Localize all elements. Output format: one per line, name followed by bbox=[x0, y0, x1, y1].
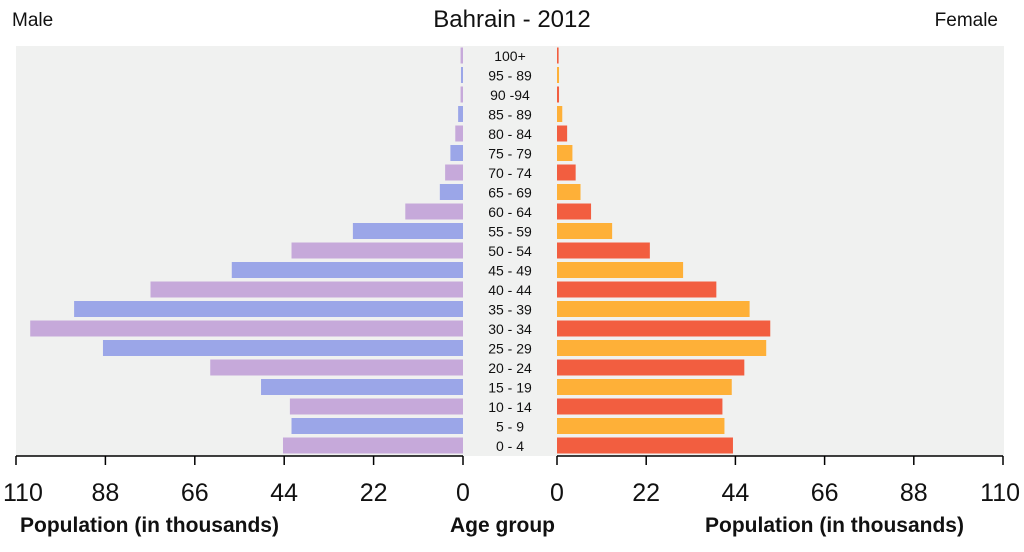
male-tick-label: 66 bbox=[181, 479, 209, 507]
female-bar bbox=[557, 320, 771, 337]
female-tick-label: 0 bbox=[550, 479, 564, 507]
age-group-label: 70 - 74 bbox=[488, 165, 532, 181]
male-tick-label: 44 bbox=[270, 479, 298, 507]
female-bar bbox=[557, 106, 563, 122]
age-group-label: 30 - 34 bbox=[488, 321, 532, 337]
female-axis-title: Population (in thousands) bbox=[705, 514, 964, 537]
age-group-label: 20 - 24 bbox=[488, 360, 532, 376]
male-axis-title: Population (in thousands) bbox=[20, 514, 279, 537]
female-bar bbox=[557, 67, 560, 83]
age-group-label: 65 - 69 bbox=[488, 185, 532, 201]
female-bar bbox=[557, 262, 684, 278]
age-group-label: 10 - 14 bbox=[488, 399, 532, 415]
female-bar bbox=[557, 340, 767, 356]
female-bar bbox=[557, 125, 568, 142]
age-group-label: 0 - 4 bbox=[496, 438, 524, 454]
female-bar bbox=[557, 418, 725, 434]
female-bar bbox=[557, 145, 573, 161]
female-tick-label: 22 bbox=[632, 479, 660, 507]
age-group-label: 90 -94 bbox=[490, 87, 530, 103]
male-bar bbox=[291, 418, 463, 434]
female-bar bbox=[557, 437, 733, 454]
age-group-label: 55 - 59 bbox=[488, 224, 532, 240]
age-group-label: 25 - 29 bbox=[488, 341, 532, 357]
female-tick-label: 66 bbox=[811, 479, 839, 507]
male-bar bbox=[30, 320, 464, 337]
female-label: Female bbox=[934, 10, 998, 31]
age-group-label: 40 - 44 bbox=[488, 282, 532, 298]
male-bar bbox=[445, 164, 463, 181]
female-bar bbox=[557, 203, 592, 220]
male-tick-label: 110 bbox=[3, 479, 43, 507]
female-tick-label: 88 bbox=[900, 479, 928, 507]
female-bar bbox=[557, 359, 745, 376]
male-bar bbox=[458, 106, 463, 122]
age-group-label: 75 - 79 bbox=[488, 146, 532, 162]
male-label: Male bbox=[12, 10, 54, 31]
age-group-label: 45 - 49 bbox=[488, 263, 532, 279]
age-group-label: 95 - 89 bbox=[488, 68, 532, 84]
male-bar bbox=[150, 281, 464, 298]
age-group-label: 100+ bbox=[494, 48, 526, 64]
male-bar bbox=[231, 262, 463, 278]
male-bar bbox=[352, 223, 463, 239]
age-group-label: 15 - 19 bbox=[488, 380, 532, 396]
female-bar bbox=[557, 398, 723, 415]
male-bar bbox=[460, 47, 463, 64]
age-group-label: 80 - 84 bbox=[488, 126, 532, 142]
age-group-label: 50 - 54 bbox=[488, 243, 532, 259]
female-bar bbox=[557, 242, 650, 259]
male-bar bbox=[261, 379, 463, 395]
male-bar bbox=[439, 184, 463, 200]
female-tick-label: 44 bbox=[721, 479, 749, 507]
male-bar bbox=[291, 242, 463, 259]
age-group-label: 5 - 9 bbox=[496, 419, 524, 435]
female-bar bbox=[557, 164, 576, 181]
age-group-label: 60 - 64 bbox=[488, 204, 532, 220]
male-bar bbox=[455, 125, 463, 142]
male-bar bbox=[405, 203, 463, 220]
plot-background bbox=[16, 46, 1004, 456]
female-bar bbox=[557, 379, 732, 395]
female-bar bbox=[557, 184, 581, 200]
male-bar bbox=[102, 340, 463, 356]
male-tick-label: 0 bbox=[456, 479, 470, 507]
male-bar bbox=[460, 67, 463, 83]
male-bar bbox=[460, 86, 463, 103]
male-bar bbox=[289, 398, 463, 415]
female-tick-label: 110 bbox=[980, 479, 1020, 507]
female-bar bbox=[557, 301, 750, 317]
age-group-label: 35 - 39 bbox=[488, 302, 532, 318]
female-bar bbox=[557, 281, 717, 298]
male-tick-label: 22 bbox=[360, 479, 388, 507]
female-bar bbox=[557, 47, 559, 64]
male-tick-label: 88 bbox=[91, 479, 119, 507]
chart-title: Bahrain - 2012 bbox=[433, 6, 591, 33]
female-bar bbox=[557, 86, 560, 103]
female-bar bbox=[557, 223, 613, 239]
age-group-axis-title: Age group bbox=[450, 514, 555, 537]
male-bar bbox=[74, 301, 464, 317]
age-group-label: 85 - 89 bbox=[488, 107, 532, 123]
male-bar bbox=[210, 359, 463, 376]
male-bar bbox=[450, 145, 463, 161]
male-bar bbox=[282, 437, 463, 454]
